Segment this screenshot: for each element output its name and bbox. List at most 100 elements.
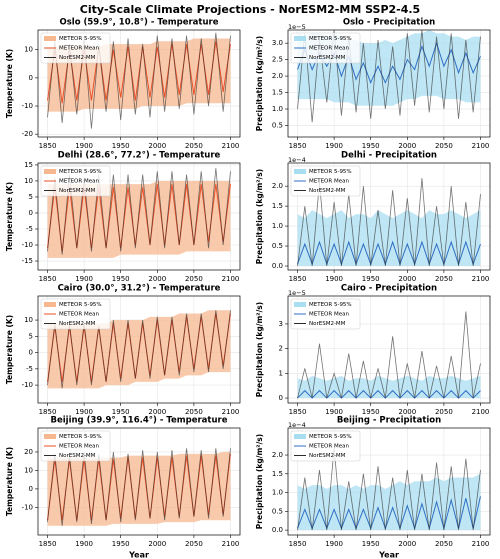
plot-area xyxy=(47,448,231,526)
axes-frame xyxy=(287,29,491,138)
legend-label: NorESM2-MM xyxy=(309,321,346,327)
y-tick-label: 0.5 xyxy=(272,507,283,515)
y-tick-label: 3 xyxy=(279,320,283,328)
x-tick-label: 2000 xyxy=(398,540,416,548)
offset-label: 1e−4 xyxy=(288,156,306,164)
offset-label: 1e−4 xyxy=(288,421,306,429)
x-axis-label: Year xyxy=(128,551,149,559)
axes-frame xyxy=(37,427,241,536)
subplot: Delhi - Precipitation Precipitation (kg/m… xyxy=(255,151,491,283)
legend-box xyxy=(40,32,111,64)
subplot-title: Cairo - Precipitation xyxy=(341,284,437,294)
y-tick-label: 1.0 xyxy=(272,489,283,497)
y-axis-label: Precipitation (kg/m²/s) xyxy=(255,169,264,264)
figure-title: City-Scale Climate Projections - NorESM2… xyxy=(80,3,420,16)
x-tick-label: 1950 xyxy=(112,408,130,416)
subplot-title: Beijing - Precipitation xyxy=(337,416,441,426)
y-tick-label: 2.0 xyxy=(272,182,283,190)
x-tick-label: 2000 xyxy=(148,275,166,283)
x-tick-label: 1850 xyxy=(39,275,57,283)
subplot: Cairo (30.0°, 31.2°) - Temperature Temper… xyxy=(5,284,241,416)
x-tick-label: 2000 xyxy=(398,275,416,283)
y-tick-label: 5 xyxy=(29,332,33,340)
legend-label: METEOR Mean xyxy=(309,46,349,52)
y-tick-label: 5 xyxy=(29,193,33,201)
model-line xyxy=(47,310,231,389)
legend-label: NorESM2-MM xyxy=(309,188,346,194)
legend-swatch xyxy=(294,434,306,439)
mean-line xyxy=(297,389,481,399)
y-tick-label: 10 xyxy=(24,177,33,185)
x-tick-label: 2050 xyxy=(435,142,453,150)
x-tick-label: 1950 xyxy=(362,142,380,150)
subplot: Oslo - Precipitation Precipitation (kg/m²… xyxy=(255,18,491,150)
axes-frame xyxy=(37,29,241,138)
mean-line xyxy=(297,496,481,531)
x-tick-label: 2050 xyxy=(435,275,453,283)
legend-label: METEOR Mean xyxy=(59,444,99,450)
legend-swatch xyxy=(294,36,306,41)
subplot-title: Beijing (39.9°, 116.4°) - Temperature xyxy=(51,416,228,426)
x-tick-label: 2000 xyxy=(398,408,416,416)
x-tick-label: 2100 xyxy=(472,142,490,150)
y-tick-label: 0.5 xyxy=(272,242,283,250)
y-tick-label: 15 xyxy=(24,161,33,169)
model-line xyxy=(47,448,231,526)
axes-frame xyxy=(287,427,491,536)
y-tick-label: 2 xyxy=(279,345,283,353)
legend-label: METEOR Mean xyxy=(309,444,349,450)
legend-swatch xyxy=(44,434,56,439)
x-tick-label: 1850 xyxy=(289,142,307,150)
legend-label: METEOR Mean xyxy=(309,312,349,318)
subplot-title: Oslo - Precipitation xyxy=(343,18,435,28)
mean-line xyxy=(297,240,481,266)
axes-frame xyxy=(37,295,241,404)
y-axis-label: Temperature (K) xyxy=(5,447,14,516)
legend-label: NorESM2-MM xyxy=(59,453,96,459)
legend-label: METEOR Mean xyxy=(59,312,99,318)
y-tick-label: 1.0 xyxy=(272,222,283,230)
y-tick-label: 20 xyxy=(24,448,33,456)
legend-label: NorESM2-MM xyxy=(59,188,96,194)
x-tick-label: 1950 xyxy=(112,275,130,283)
y-tick-label: 0.0 xyxy=(272,526,283,534)
axes-frame xyxy=(287,162,491,271)
x-axis-label: Year xyxy=(378,551,399,559)
legend-swatch xyxy=(44,36,56,41)
legend-box xyxy=(290,430,361,462)
legend-swatch xyxy=(44,169,56,174)
legend-label: METEOR 5-95% xyxy=(309,36,352,42)
x-tick-label: 1950 xyxy=(362,275,380,283)
x-tick-label: 1900 xyxy=(325,408,343,416)
x-tick-label: 2000 xyxy=(148,540,166,548)
y-tick-label: -10 xyxy=(22,241,33,249)
y-tick-label: 0 xyxy=(29,209,33,217)
plot-area xyxy=(47,168,231,258)
y-tick-label: -10 xyxy=(22,503,33,511)
legend-box xyxy=(290,165,361,197)
y-tick-label: -10 xyxy=(22,102,33,110)
legend-box xyxy=(290,298,361,330)
y-tick-label: 0 xyxy=(29,74,33,82)
legend-swatch xyxy=(294,302,306,307)
x-tick-label: 1850 xyxy=(289,408,307,416)
y-tick-label: 10 xyxy=(24,46,33,54)
y-tick-label: 0.0 xyxy=(272,262,283,270)
model-line xyxy=(297,178,481,267)
model-line xyxy=(297,311,481,399)
subplot-title: Delhi (28.6°, 77.2°) - Temperature xyxy=(58,151,221,161)
y-tick-label: -15 xyxy=(22,257,33,265)
legend-box xyxy=(290,32,361,64)
y-tick-label: 2.5 xyxy=(272,56,283,64)
subplot: Cairo - Precipitation Precipitation (kg/m… xyxy=(255,284,491,416)
y-tick-label: 2.0 xyxy=(272,451,283,459)
legend-label: METEOR 5-95% xyxy=(59,169,102,175)
subplot-title: Cairo (30.0°, 31.2°) - Temperature xyxy=(58,284,221,294)
y-tick-label: -5 xyxy=(26,365,33,373)
legend-label: METEOR Mean xyxy=(59,179,99,185)
legend-swatch xyxy=(294,169,306,174)
y-tick-label: 1.0 xyxy=(272,105,283,113)
y-tick-label: 1 xyxy=(279,369,283,377)
y-axis-label: Precipitation (kg/m²/s) xyxy=(255,434,264,529)
